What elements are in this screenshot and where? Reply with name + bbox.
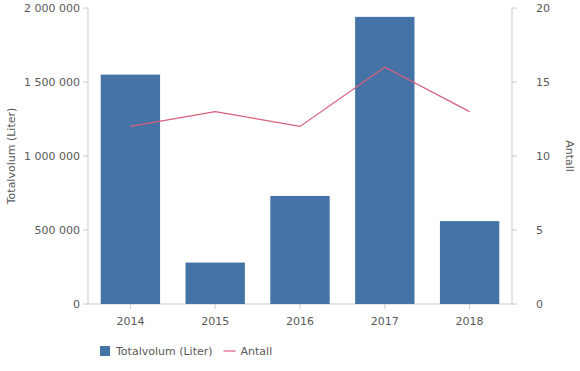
bar [186,263,245,304]
x-tick-label: 2018 [456,315,484,328]
y-tick-label: 1 500 000 [24,76,80,89]
x-tick-label: 2015 [201,315,229,328]
bar [440,221,499,304]
legend-swatch [224,350,236,351]
y2-tick [512,8,517,9]
legend-swatch [100,346,110,356]
y2-tick-label: 15 [536,76,550,89]
y2-tick [512,230,517,231]
bar [101,75,160,304]
y2-tick-label: 5 [536,224,543,237]
y-axis-title: Totalvolum (Liter) [5,108,18,206]
y2-axis-title: Antall [563,140,576,172]
chart: 0 500 000 1 000 000 1 500 000 2 000 000 0 5 10 1… [0,0,580,371]
y-tick-label: 500 000 [35,224,81,237]
x-tick-label: 2016 [286,315,314,328]
bar [355,17,414,304]
y2-tick-label: 10 [536,150,550,163]
x-tick [384,304,385,309]
bar [270,196,329,304]
plot-marks [101,17,500,304]
y-tick [83,304,88,305]
y2-tick-label: 0 [536,298,543,311]
y-tick-label: 2 000 000 [24,2,80,15]
y-tick [83,8,88,9]
y-tick [83,230,88,231]
x-tick [130,304,131,309]
x-tick-label: 2014 [116,315,144,328]
y2-tick-label: 20 [536,2,550,15]
x-tick-label: 2017 [371,315,399,328]
y-tick-label: 1 000 000 [24,150,80,163]
y2-tick [512,304,517,305]
legend-label: Antall [241,345,273,358]
y-tick [83,156,88,157]
y-tick-label: 0 [73,298,80,311]
legend-label: Totalvolum (Liter) [115,345,213,358]
y-tick [83,82,88,83]
y2-tick [512,82,517,83]
x-tick [215,304,216,309]
line [130,67,469,126]
y2-tick [512,156,517,157]
x-tick [300,304,301,309]
x-tick [469,304,470,309]
